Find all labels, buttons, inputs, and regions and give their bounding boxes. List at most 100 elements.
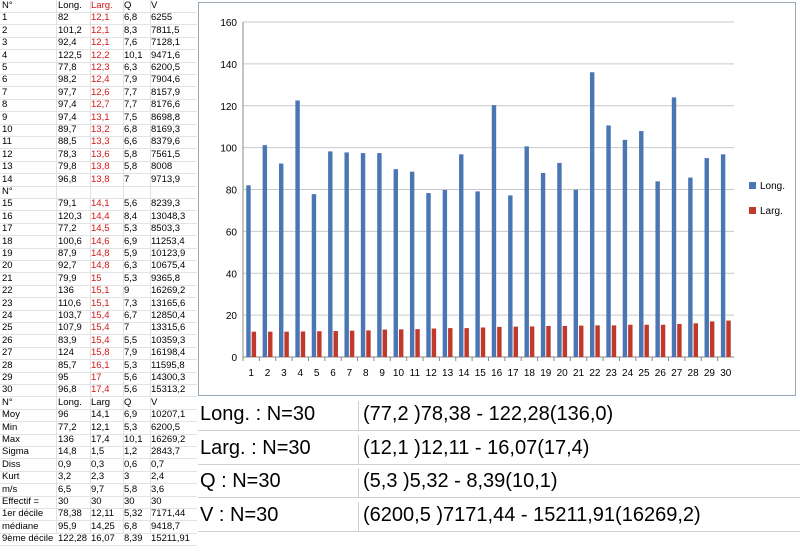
cell-long: 78,38 (58, 508, 82, 520)
cell-long: 95 (58, 372, 69, 383)
cell-v: 8503,3 (151, 223, 181, 235)
x-tick-label: 17 (507, 368, 519, 379)
table-row: Moy 96 14,1 6,9 10207,1 (0, 409, 197, 423)
bar-long (311, 194, 317, 357)
cell-label: m/s (2, 483, 18, 495)
bar-larg (431, 328, 437, 357)
cell-q: 6,8 (124, 520, 138, 532)
cell-q: 6,3 (124, 62, 138, 73)
cell-larg: 13,8 (91, 161, 110, 173)
cell-long: 136 (58, 285, 74, 297)
cell-q: 7,6 (124, 37, 138, 49)
cell-q: Q (124, 396, 132, 408)
x-tick-label: 28 (688, 368, 700, 379)
cell-v: 10123,9 (151, 248, 186, 259)
stats-label: V : N=30 (200, 503, 279, 526)
cell-v: 7904,6 (151, 74, 181, 86)
y-tick-label: 140 (220, 60, 237, 71)
cell-long: Long. (58, 396, 82, 408)
x-tick-label: 29 (704, 368, 716, 379)
table-row: Diss 0,9 0,3 0,6 0,7 (0, 459, 197, 472)
bar-larg (595, 325, 600, 357)
cell-v: 11595,8 (151, 359, 185, 371)
bar-long (655, 181, 660, 357)
table-row: 18 100,6 14,6 6,9 11253,4 (0, 236, 197, 249)
table-row: Effectif = 30 30 30 30 (0, 496, 197, 509)
cell-label: 8 (2, 99, 8, 111)
x-tick-label: 7 (347, 368, 353, 379)
cell-larg: 12,3 (91, 62, 110, 73)
x-tick-label: 11 (410, 368, 421, 379)
cell-q: 6,3 (124, 260, 138, 272)
cell-long: Long. (58, 0, 82, 11)
bar-larg (644, 324, 649, 357)
cell-label: Kurt (2, 471, 20, 483)
cell-q: 10,1 (124, 434, 143, 445)
table-column-divider (90, 0, 91, 533)
cell-long: 97,4 (58, 111, 77, 123)
cell-v: 9713,9 (151, 173, 181, 185)
cell-label: Moy (2, 409, 20, 421)
cell-v: 8698,8 (151, 111, 181, 123)
table-row: 8 97,4 12,7 7,7 8176,6 (0, 99, 197, 113)
table-row: 20 92,7 14,8 6,3 10675,4 (0, 260, 197, 274)
cell-label: 26 (2, 334, 13, 346)
cell-label: N° (2, 396, 13, 408)
cell-label: 15 (2, 198, 13, 210)
cell-larg: 16,07 (91, 533, 115, 545)
cell-v: 7171,44 (151, 508, 186, 520)
bar-larg (448, 328, 453, 357)
bar-long (622, 139, 628, 357)
table-row: 4 122,5 12,2 10,1 9471,6 (0, 50, 197, 63)
cell-larg: 12,11 (91, 508, 115, 520)
cell-larg: 15,4 (91, 334, 110, 346)
x-tick-label: 15 (475, 368, 487, 379)
cell-q: 9 (124, 285, 130, 297)
stats-label: Long. : N=30 (200, 403, 316, 425)
legend-swatch (749, 207, 756, 214)
bar-larg (464, 328, 469, 357)
bar-larg (480, 327, 486, 357)
cell-v: 16269,2 (151, 434, 186, 445)
bar-larg (529, 326, 535, 357)
cell-larg: 1,5 (91, 446, 105, 458)
table-row: 3 92,4 12,1 7,6 7128,1 (0, 37, 197, 51)
bar-larg (660, 324, 666, 357)
bar-larg (398, 329, 404, 357)
stats-row: Q : N=30 (5,3 )5,32 - 8,39(10,1) (198, 465, 800, 498)
cell-label: 12 (2, 148, 13, 160)
cell-v: 13048,3 (151, 210, 186, 222)
cell-v: 10359,3 (151, 334, 186, 346)
cell-v: 6200,5 (151, 62, 181, 73)
bar-larg (366, 330, 371, 357)
cell-label: médiane (2, 520, 39, 532)
bar-long (426, 193, 431, 357)
cell-label: 25 (2, 322, 13, 334)
cell-v: 9365,8 (151, 272, 181, 284)
cell-larg: 14,1 (91, 409, 110, 421)
cell-q: 7,7 (124, 99, 138, 111)
bar-larg (349, 330, 355, 357)
cell-larg: 14,8 (91, 248, 110, 259)
cell-v: 13315,6 (151, 322, 186, 334)
cell-q: 5,6 (124, 198, 138, 210)
cell-q: 5,3 (124, 359, 138, 371)
bar-long (328, 151, 333, 357)
cell-larg: 12,1 (91, 12, 110, 24)
x-tick-label: 14 (458, 368, 470, 379)
cell-label: 23 (2, 297, 13, 309)
cell-v: 16269,2 (151, 285, 186, 297)
cell-v: 10675,4 (151, 260, 186, 272)
bar-larg (562, 326, 568, 357)
y-tick-label: 80 (226, 186, 238, 197)
chart-panel[interactable]: 0 20 40 60 80 100 120 140 160 1 2 3 4 5 6 7 8 9 10 11 12 13 14… (198, 2, 796, 396)
cell-v: 7128,1 (151, 37, 181, 49)
bar-larg (415, 329, 420, 357)
bar-larg (611, 325, 617, 357)
cell-label: 4 (2, 49, 8, 61)
bar-larg (513, 326, 518, 357)
table-row: 9ème décile 122,28 16,07 8,39 15211,91 (0, 533, 197, 546)
y-tick-label: 60 (226, 227, 238, 238)
cell-long: 89,7 (58, 124, 77, 135)
cell-label: 30 (2, 384, 13, 396)
